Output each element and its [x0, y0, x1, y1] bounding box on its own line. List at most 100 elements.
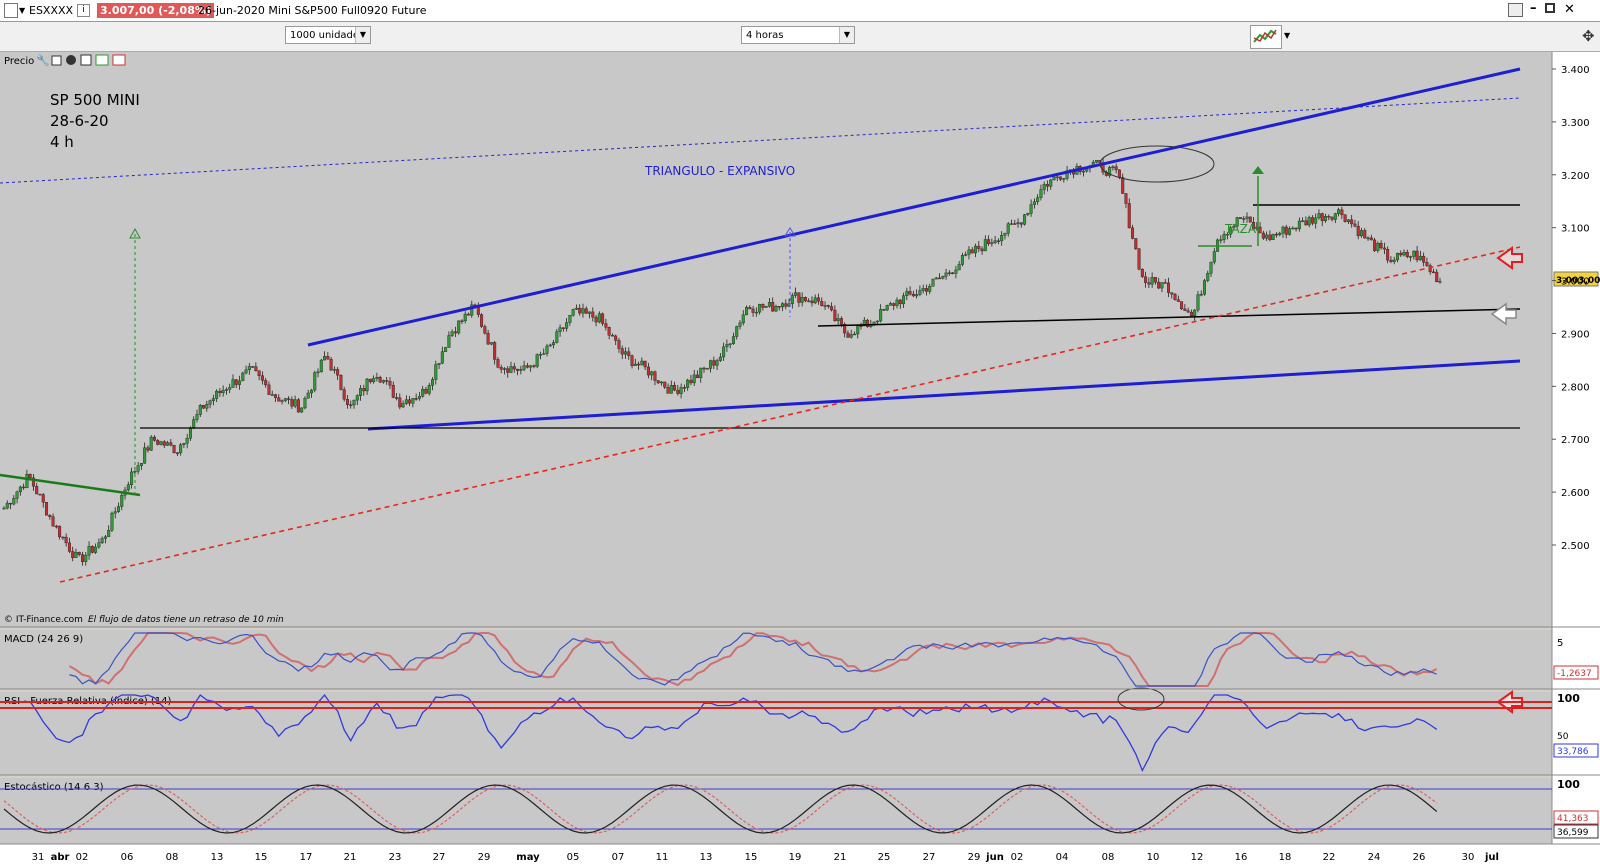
- candle: [545, 345, 549, 354]
- candle: [1428, 265, 1432, 273]
- chart-type-dropdown-icon[interactable]: ▼: [1284, 31, 1291, 40]
- candle: [1320, 213, 1324, 222]
- candle: [48, 515, 52, 517]
- close-icon[interactable]: ✕: [1564, 2, 1575, 17]
- candle: [1245, 216, 1249, 219]
- candle: [1219, 239, 1223, 241]
- candle: [156, 440, 160, 445]
- candle: [146, 447, 150, 451]
- x-axis-label: 29: [478, 852, 491, 863]
- candle: [313, 372, 317, 391]
- window-icon[interactable]: [51, 55, 62, 66]
- maximize-icon[interactable]: [1545, 3, 1555, 13]
- candle: [61, 536, 65, 539]
- candle: [836, 318, 840, 321]
- candle: [1157, 281, 1161, 289]
- symbol-dropdown-icon[interactable]: ▼: [19, 6, 26, 15]
- add-icon[interactable]: [80, 54, 92, 66]
- candle: [699, 367, 703, 379]
- candle: [126, 484, 130, 491]
- candle: [71, 551, 75, 558]
- candle: [601, 313, 605, 324]
- candle: [323, 356, 327, 361]
- export-icon[interactable]: [95, 54, 109, 66]
- candle: [316, 371, 320, 374]
- candle: [1206, 273, 1210, 281]
- symbol-label[interactable]: ESXXXX: [29, 4, 74, 17]
- candle: [434, 364, 438, 380]
- window-menu-icon[interactable]: [1508, 3, 1523, 17]
- red-arrow-icon[interactable]: [1496, 246, 1523, 270]
- candle: [859, 325, 863, 327]
- wrench-icon[interactable]: 🔧: [36, 53, 50, 67]
- candle: [362, 388, 366, 392]
- chart-type-button[interactable]: [1250, 25, 1282, 49]
- candle: [64, 536, 68, 544]
- candle: [45, 502, 49, 516]
- red-trend-line[interactable]: [59, 246, 1521, 583]
- candle: [731, 336, 735, 344]
- top-ellipse[interactable]: [1099, 145, 1215, 183]
- chart-area[interactable]: Precio 🔧 SP 500 MINI 28-6-20 4 h TRIANGU…: [0, 52, 1600, 868]
- close-panel-icon[interactable]: [66, 55, 76, 65]
- candle: [1232, 225, 1236, 228]
- chevron-down-icon[interactable]: ▼: [839, 27, 854, 43]
- white-arrow-icon[interactable]: [1490, 302, 1517, 326]
- candle: [9, 502, 13, 505]
- candle: [319, 359, 323, 373]
- candle: [192, 419, 196, 429]
- x-axis-label: jul: [1484, 852, 1499, 863]
- candle: [830, 306, 834, 311]
- candle: [277, 397, 281, 402]
- candle: [816, 297, 820, 302]
- candle: [875, 320, 879, 323]
- rsi-panel-bg: [0, 692, 1552, 775]
- candle: [1310, 217, 1314, 224]
- candle: [1366, 237, 1370, 240]
- crosshair-tool-icon[interactable]: ✥: [1582, 27, 1595, 45]
- candle: [1209, 261, 1213, 274]
- units-select[interactable]: 1000 unidades ▼: [285, 26, 371, 44]
- candle: [754, 311, 758, 314]
- exit-icon[interactable]: [112, 54, 126, 66]
- candle: [653, 371, 657, 381]
- candle: [1412, 250, 1416, 257]
- period-select[interactable]: 4 horas ▼: [741, 26, 855, 44]
- candle: [722, 346, 726, 358]
- candle: [22, 486, 26, 489]
- candle: [1127, 203, 1131, 229]
- blue-arrow-head: [784, 227, 796, 237]
- candle: [1081, 170, 1085, 173]
- candle: [633, 363, 637, 366]
- document-icon[interactable]: [4, 3, 18, 18]
- green-trend-line[interactable]: [0, 473, 141, 497]
- candle: [826, 305, 830, 307]
- channel-dotted-line[interactable]: [0, 97, 1521, 184]
- candle: [273, 394, 277, 398]
- candle: [87, 546, 91, 556]
- candle: [692, 374, 696, 384]
- candle: [359, 388, 363, 396]
- candle: [264, 380, 268, 386]
- candle: [610, 335, 614, 337]
- minimize-icon[interactable]: –: [1530, 1, 1537, 16]
- lower-channel-line[interactable]: [367, 359, 1521, 431]
- info-icon[interactable]: i: [77, 4, 90, 17]
- candle: [470, 304, 474, 316]
- candle: [215, 390, 219, 399]
- support-line-mid[interactable]: [817, 308, 1521, 327]
- candle: [908, 291, 912, 295]
- candle: [355, 395, 359, 401]
- chevron-down-icon[interactable]: ▼: [355, 27, 370, 43]
- candle: [996, 240, 1000, 242]
- candle: [849, 334, 853, 338]
- candle: [512, 366, 516, 370]
- upper-channel-line[interactable]: [307, 67, 1521, 347]
- x-axis-label: 10: [1147, 852, 1160, 863]
- stoch-panel-bg: [0, 778, 1552, 844]
- candle: [938, 277, 942, 280]
- candle: [659, 381, 663, 384]
- candle: [1052, 176, 1056, 181]
- rsi-ellipse[interactable]: [1117, 687, 1165, 711]
